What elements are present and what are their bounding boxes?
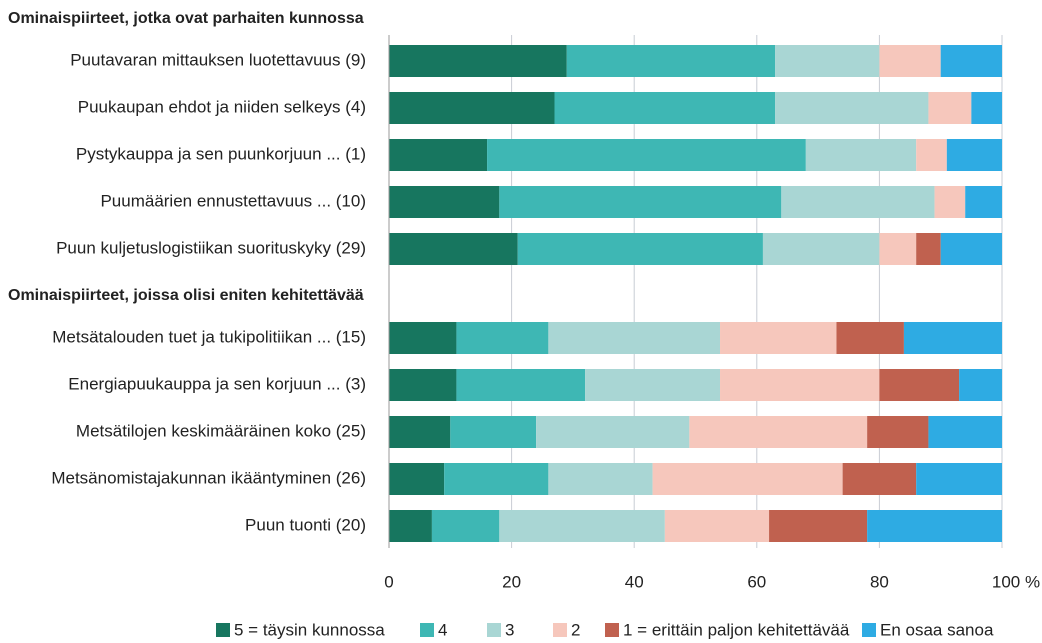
bar-segment: [928, 416, 1002, 448]
bar-segment: [456, 322, 549, 354]
bar-segment: [879, 369, 960, 401]
x-tick-label: 40: [625, 572, 644, 591]
bar-segment: [664, 510, 770, 542]
bar-segment: [689, 416, 868, 448]
bar-segment: [928, 92, 972, 124]
bar-segment: [585, 369, 721, 401]
bar-segment: [934, 186, 966, 218]
bar-segment: [959, 369, 1002, 401]
bar-segment: [389, 233, 518, 265]
bar-segment: [965, 186, 1002, 218]
bar-segment: [775, 45, 880, 77]
bar-segment: [389, 510, 432, 542]
legend-label: 2: [571, 620, 580, 639]
bar-segment: [487, 139, 806, 171]
legend-label: 5 = täysin kunnossa: [234, 620, 385, 639]
x-tick-label: 100 %: [992, 572, 1040, 591]
group-title: Ominaispiirteet, jotka ovat parhaiten ku…: [8, 10, 364, 27]
bar-segment: [903, 322, 1002, 354]
bar-segment: [499, 186, 782, 218]
bar-segment: [566, 45, 776, 77]
bar-segment: [431, 510, 500, 542]
bar-segment: [554, 92, 776, 124]
bar-segment: [867, 510, 1002, 542]
bar-segment: [389, 139, 488, 171]
category-label: Puutavaran mittauksen luotettavuus (9): [70, 50, 366, 69]
bar-segment: [548, 463, 653, 495]
bar-segment: [456, 369, 586, 401]
bar-segment: [940, 233, 1002, 265]
bar-segment: [389, 322, 457, 354]
group-title: Ominaispiirteet, joissa olisi eniten keh…: [8, 287, 364, 304]
legend-swatch: [862, 623, 876, 637]
x-tick-label: 20: [502, 572, 521, 591]
legend-label: 4: [438, 620, 447, 639]
bar-segment: [389, 416, 451, 448]
bar-segment: [450, 416, 537, 448]
legend-swatch: [487, 623, 501, 637]
legend-label: 1 = erittäin paljon kehitettävää: [623, 620, 850, 639]
bar-segment: [946, 139, 1002, 171]
legend-swatch: [420, 623, 434, 637]
bar-segment: [548, 322, 721, 354]
legend-swatch: [605, 623, 619, 637]
bar-segment: [805, 139, 917, 171]
bar-segment: [971, 92, 1002, 124]
category-label: Puun kuljetuslogistiikan suorituskyky (2…: [56, 238, 366, 257]
category-label: Energiapuukauppa ja sen korjuun ... (3): [68, 374, 366, 393]
bar-segment: [762, 233, 880, 265]
bar-segment: [836, 322, 904, 354]
bar-segment: [536, 416, 690, 448]
bar-segment: [499, 510, 665, 542]
bar-segment: [842, 463, 917, 495]
bar-segment: [775, 92, 929, 124]
bar-segment: [916, 139, 947, 171]
category-label: Pystykauppa ja sen puunkorjuun ... (1): [76, 144, 366, 163]
bar-segment: [389, 186, 500, 218]
category-label: Puun tuonti (20): [245, 515, 366, 534]
bar-segment: [444, 463, 549, 495]
x-tick-label: 0: [384, 572, 393, 591]
legend-swatch: [553, 623, 567, 637]
category-label: Metsätalouden tuet ja tukipolitiikan ...…: [52, 327, 366, 346]
bar-segment: [389, 92, 555, 124]
legend-swatch: [216, 623, 230, 637]
category-label: Puumäärien ennustettavuus ... (10): [100, 191, 366, 210]
legend-label: 3: [505, 620, 514, 639]
bar-segment: [389, 45, 567, 77]
x-tick-label: 60: [747, 572, 766, 591]
bar-segment: [916, 233, 941, 265]
category-label: Metsätilojen keskimääräinen koko (25): [76, 421, 366, 440]
category-label: Metsänomistajakunnan ikääntyminen (26): [51, 468, 366, 487]
bar-segment: [879, 233, 917, 265]
bar-segment: [720, 322, 837, 354]
bar-segment: [769, 510, 868, 542]
bar-segment: [652, 463, 843, 495]
bar-segment: [720, 369, 880, 401]
bar-segment: [389, 369, 457, 401]
legend-label: En osaa sanoa: [880, 620, 994, 639]
bar-segment: [879, 45, 941, 77]
x-tick-label: 80: [870, 572, 889, 591]
bar-segment: [389, 463, 445, 495]
bar-segment: [916, 463, 1002, 495]
bar-segment: [781, 186, 935, 218]
bar-segment: [517, 233, 763, 265]
bar-segment: [867, 416, 929, 448]
bar-segment: [940, 45, 1002, 77]
category-label: Puukaupan ehdot ja niiden selkeys (4): [78, 97, 366, 116]
